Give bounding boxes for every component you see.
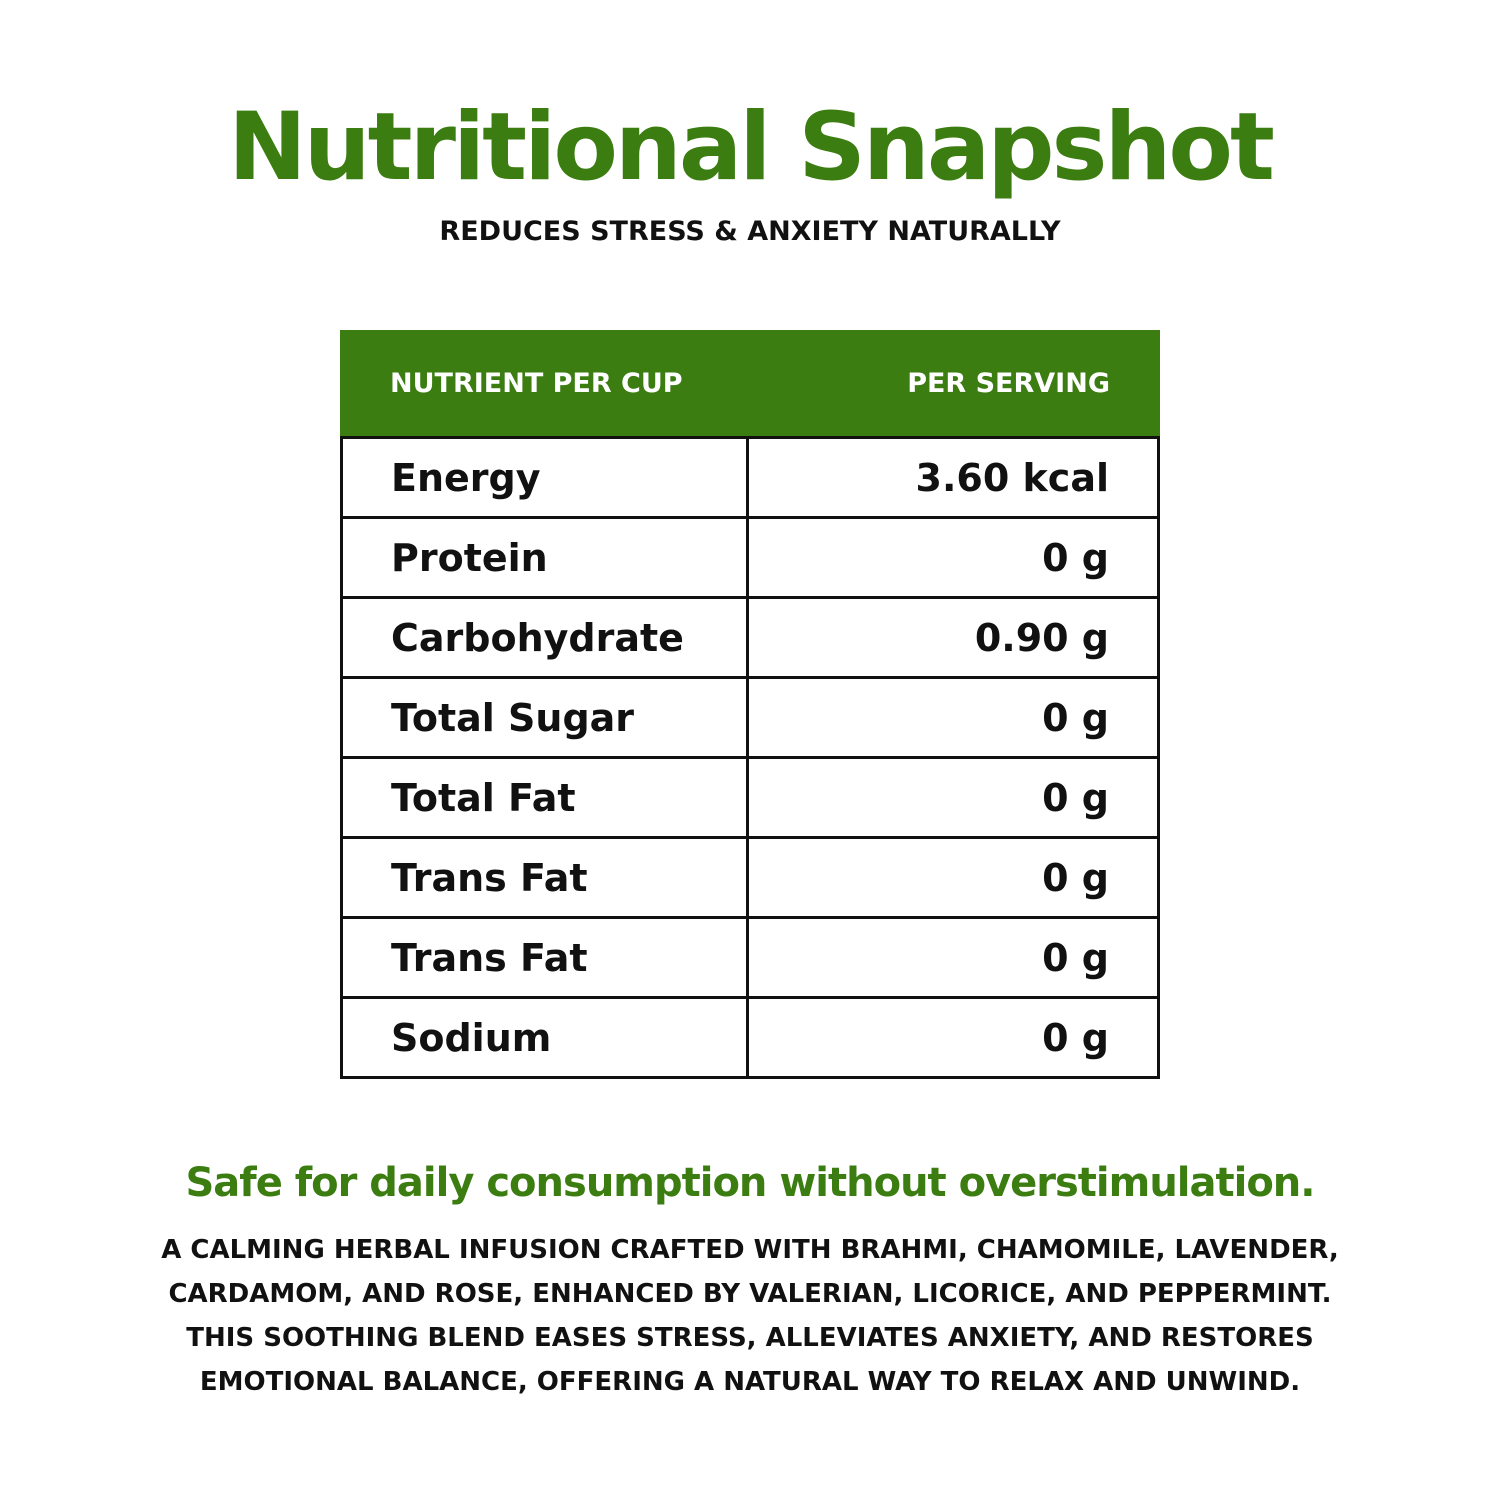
nutrition-table: NUTRIENT PER CUP PER SERVING Energy 3.60… [340, 330, 1160, 1079]
page-title: Nutritional Snapshot [228, 93, 1275, 202]
table-row: Energy 3.60 kcal [343, 439, 1157, 516]
nutrient-name: Protein [343, 519, 749, 596]
table-body: Energy 3.60 kcal Protein 0 g Carbohydrat… [340, 436, 1160, 1079]
table-row: Total Fat 0 g [343, 756, 1157, 836]
table-row: Trans Fat 0 g [343, 916, 1157, 996]
table-row: Trans Fat 0 g [343, 836, 1157, 916]
nutrient-name: Carbohydrate [343, 599, 749, 676]
nutrient-value: 0 g [1042, 775, 1109, 820]
header-nutrient: NUTRIENT PER CUP [390, 367, 683, 399]
description: A CALMING HERBAL INFUSION CRAFTED WITH B… [0, 1228, 1500, 1404]
description-line: EMOTIONAL BALANCE, OFFERING A NATURAL WA… [199, 1367, 1301, 1397]
header-per-serving: PER SERVING [907, 367, 1110, 399]
nutrient-value: 0 g [1042, 855, 1109, 900]
description-line: A CALMING HERBAL INFUSION CRAFTED WITH B… [161, 1235, 1339, 1265]
nutrient-name: Trans Fat [343, 839, 749, 916]
nutrient-name: Total Fat [343, 759, 749, 836]
nutrient-name: Trans Fat [343, 919, 749, 996]
nutrient-value: 0 g [1042, 1015, 1109, 1060]
tagline: Safe for daily consumption without overs… [185, 1160, 1316, 1206]
nutrient-value: 0.90 g [974, 615, 1109, 660]
nutrient-value: 0 g [1042, 935, 1109, 980]
table-row: Protein 0 g [343, 516, 1157, 596]
description-line: THIS SOOTHING BLEND EASES STRESS, ALLEVI… [186, 1323, 1314, 1353]
table-header: NUTRIENT PER CUP PER SERVING [340, 330, 1160, 436]
nutrient-value: 0 g [1042, 535, 1109, 580]
nutrient-name: Energy [343, 439, 749, 516]
nutrient-name: Total Sugar [343, 679, 749, 756]
nutrient-value: 3.60 kcal [915, 455, 1109, 500]
table-row: Total Sugar 0 g [343, 676, 1157, 756]
table-row: Carbohydrate 0.90 g [343, 596, 1157, 676]
description-line: CARDAMOM, AND ROSE, ENHANCED BY VALERIAN… [168, 1279, 1332, 1309]
nutrient-name: Sodium [343, 999, 749, 1076]
page-subtitle: REDUCES STRESS & ANXIETY NATURALLY [439, 216, 1061, 247]
table-row: Sodium 0 g [343, 996, 1157, 1076]
nutrient-value: 0 g [1042, 695, 1109, 740]
